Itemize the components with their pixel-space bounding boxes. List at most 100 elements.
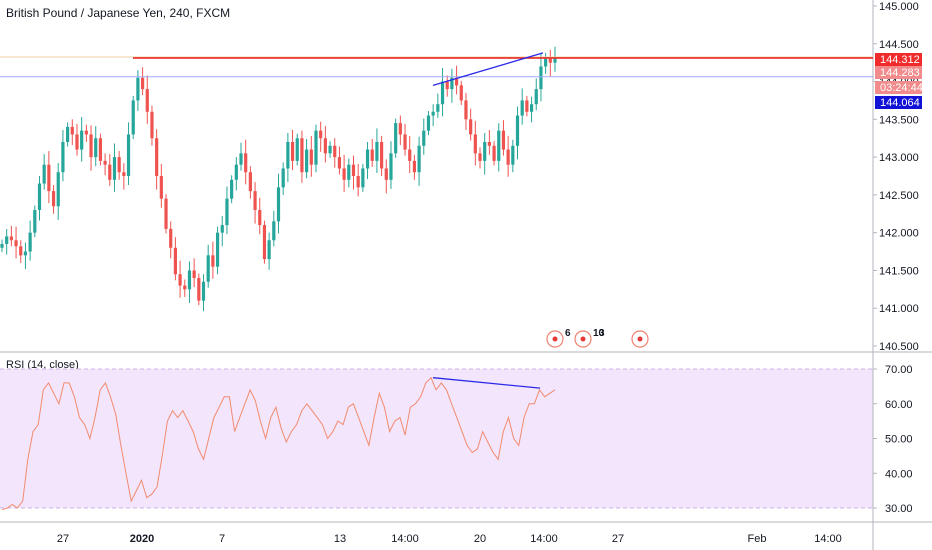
- candle-body: [155, 138, 159, 176]
- candle-body: [487, 142, 491, 146]
- price-trendline: [432, 52, 544, 86]
- candle-body: [370, 149, 374, 161]
- price-tick-label: 140.500: [879, 341, 919, 353]
- candle-body: [14, 240, 18, 247]
- price-tick-label: 143.500: [879, 114, 919, 126]
- candle-body: [483, 142, 487, 161]
- candle-body: [525, 100, 529, 112]
- candle-body: [75, 134, 79, 150]
- candle-body: [286, 142, 290, 169]
- candle-body: [361, 168, 365, 188]
- candle-body: [290, 142, 295, 161]
- candle-body: [23, 251, 28, 256]
- candle-body: [295, 138, 299, 161]
- candle-body: [412, 160, 417, 173]
- candle-body: [553, 58, 557, 63]
- time-axis-label: 13: [334, 533, 346, 545]
- candle-body: [520, 100, 524, 116]
- rsi-tick-label: 30.00: [885, 503, 913, 515]
- price-tick-label: 142.000: [879, 228, 919, 240]
- candle-body: [272, 221, 276, 241]
- price-badge: [875, 96, 922, 109]
- candle-body: [187, 270, 192, 290]
- price-badge-label: 144.283: [880, 67, 920, 79]
- time-axis-label: 7: [219, 533, 225, 545]
- candle-body: [173, 247, 177, 275]
- candle-body: [28, 232, 32, 252]
- candle-body: [300, 138, 304, 173]
- candle-body: [384, 168, 388, 180]
- candle-body: [19, 246, 23, 256]
- rsi-tick-label: 40.00: [885, 468, 913, 480]
- candle-body: [478, 153, 482, 161]
- candle-body: [276, 187, 281, 222]
- candle-body: [337, 157, 342, 169]
- candle-body: [150, 111, 154, 139]
- candle-body: [5, 236, 9, 244]
- chart-title: British Pound / Japanese Yen, 240, FXCM: [6, 6, 231, 20]
- candle-body: [319, 130, 323, 139]
- candle-body: [140, 77, 145, 90]
- candle-body: [365, 149, 370, 169]
- candle-body: [426, 115, 431, 131]
- candle-body: [262, 225, 267, 260]
- candle-body: [281, 168, 285, 188]
- time-axis-label: 27: [57, 533, 69, 545]
- rsi-tick-label: 60.00: [885, 399, 913, 411]
- candle-body: [215, 232, 220, 267]
- candle-body: [201, 281, 206, 301]
- candle-body: [126, 134, 131, 176]
- candle-body: [515, 115, 520, 146]
- candle-body: [342, 168, 346, 180]
- rsi-tick-label: 70.00: [885, 364, 913, 376]
- candle-body: [469, 119, 473, 135]
- candle-body: [164, 198, 168, 229]
- candle-body: [258, 210, 262, 226]
- candle-body: [445, 81, 449, 90]
- candle-body: [197, 278, 201, 301]
- candle-body: [506, 149, 510, 165]
- price-badge: [875, 81, 922, 94]
- event-marker-dot: [552, 336, 558, 342]
- candle-body: [323, 138, 327, 154]
- candle-body: [234, 164, 238, 180]
- candle-body: [122, 172, 126, 176]
- price-badge-label: 144.312: [880, 54, 920, 66]
- candle-body: [436, 104, 440, 112]
- candle-body: [108, 164, 112, 180]
- candle-body: [539, 66, 543, 90]
- candle-body: [56, 172, 60, 207]
- candle-body: [314, 130, 318, 165]
- candle-body: [145, 89, 149, 112]
- candle-body: [248, 172, 252, 192]
- candle-body: [112, 157, 117, 180]
- price-badge-label: 03:24:44: [880, 82, 923, 94]
- candle-body: [305, 149, 309, 173]
- price-tick-label: 141.500: [879, 265, 919, 277]
- rsi-title: RSI (14, close): [6, 359, 79, 371]
- candle-body: [206, 255, 210, 282]
- candle-body: [417, 145, 421, 173]
- price-badge-label: 144.064: [880, 97, 920, 109]
- candle-body: [103, 160, 107, 165]
- candle-body: [70, 126, 74, 135]
- candle-body: [225, 198, 229, 226]
- candle-body: [454, 77, 459, 86]
- candle-body: [230, 179, 234, 199]
- candle-body: [136, 77, 140, 101]
- candle-body: [37, 183, 42, 210]
- candle-body: [33, 210, 37, 233]
- price-tick-label: 145.000: [879, 1, 919, 13]
- event-marker-dot: [580, 336, 586, 342]
- candle-body: [42, 164, 46, 184]
- candle-body: [309, 149, 313, 165]
- candle-body: [94, 138, 98, 158]
- candle-body: [333, 145, 337, 158]
- candle-body: [440, 81, 445, 105]
- price-tick-label: 144.500: [879, 39, 919, 51]
- candle-body: [464, 100, 468, 120]
- candle-body: [192, 270, 196, 278]
- candle-body: [47, 164, 51, 192]
- candle-body: [431, 111, 435, 116]
